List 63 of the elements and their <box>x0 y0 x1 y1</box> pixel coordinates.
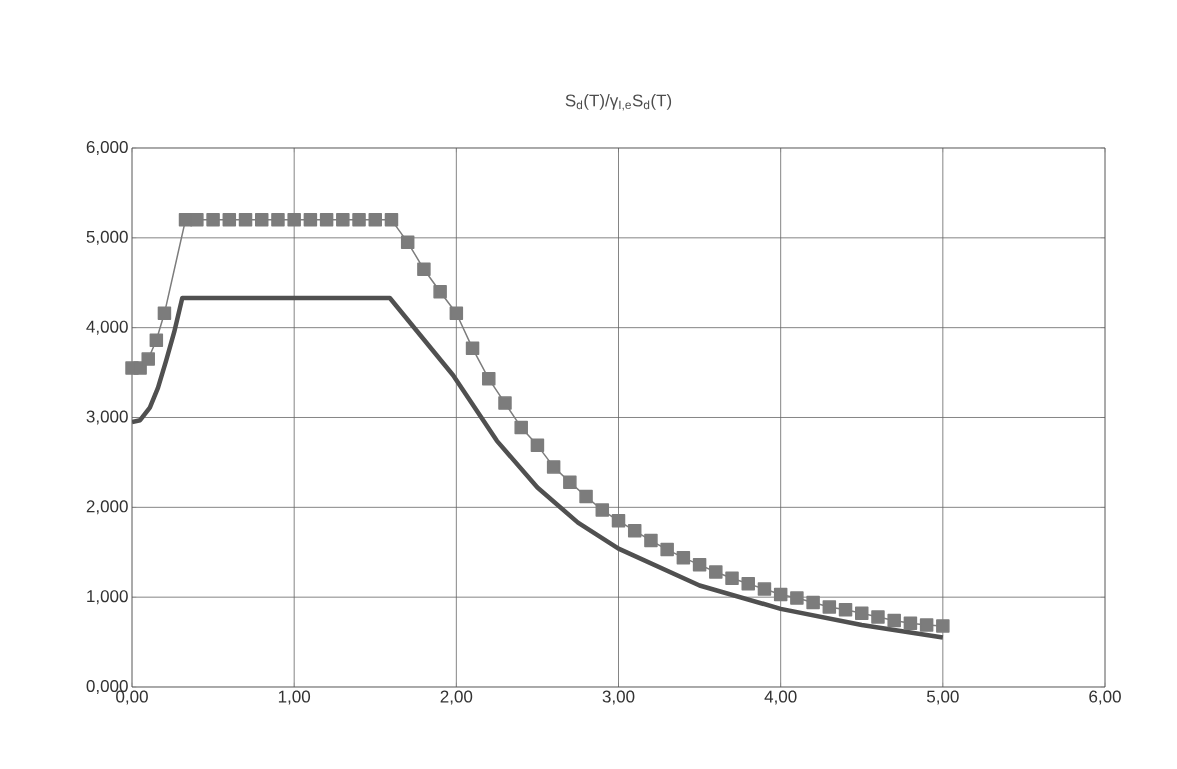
x-tick-label: 1,00 <box>278 690 311 705</box>
point <box>546 460 561 474</box>
point <box>579 489 593 504</box>
point <box>400 235 415 250</box>
point <box>206 213 220 227</box>
point <box>287 213 301 227</box>
x-tick-label: 5,00 <box>926 690 959 705</box>
point <box>336 213 350 227</box>
y-tick-label: 2,000 <box>86 500 128 515</box>
point <box>725 571 739 586</box>
point <box>254 213 269 227</box>
point <box>903 616 918 630</box>
point <box>368 213 382 227</box>
point <box>498 396 512 410</box>
point <box>433 284 447 299</box>
point <box>611 514 626 528</box>
point <box>822 600 837 614</box>
point <box>563 475 577 489</box>
point <box>352 213 366 227</box>
point <box>384 213 399 227</box>
point <box>319 213 334 227</box>
point <box>530 438 545 453</box>
point <box>141 352 155 366</box>
point <box>627 523 642 538</box>
x-tick-label: 4,00 <box>764 690 797 705</box>
point <box>676 550 691 565</box>
point <box>514 420 528 435</box>
point <box>482 372 496 386</box>
point <box>773 587 788 602</box>
y-tick-label: 1,000 <box>87 590 128 605</box>
y-tick-label: 5,000 <box>86 230 128 245</box>
point <box>595 503 610 517</box>
point <box>149 333 164 347</box>
point <box>692 558 707 572</box>
chart-title: S$_{d}$(T)/γ$_{I,e}$S$_{d}$(T) <box>565 94 672 111</box>
point <box>871 610 885 624</box>
y-tick-label: 3,000 <box>86 410 128 425</box>
point <box>757 582 772 596</box>
point <box>465 341 480 356</box>
point <box>449 306 464 321</box>
point <box>838 602 853 617</box>
point <box>157 306 172 321</box>
point <box>644 533 658 548</box>
x-tick-label: 3,00 <box>602 690 635 705</box>
point <box>660 542 674 557</box>
point <box>790 591 804 605</box>
point <box>190 213 204 227</box>
point <box>238 213 253 227</box>
point <box>936 619 950 633</box>
point <box>887 613 901 628</box>
point <box>919 618 934 632</box>
point <box>806 595 820 610</box>
x-tick-label: 2,00 <box>440 690 473 705</box>
y-tick-label: 6,000 <box>86 140 128 156</box>
point <box>303 213 318 227</box>
point <box>855 606 869 621</box>
x-tick-label: 6,00 <box>1089 690 1121 705</box>
y-tick-label: 4,000 <box>86 320 128 335</box>
point <box>222 213 237 227</box>
point <box>741 576 755 591</box>
point <box>271 213 285 227</box>
point <box>709 565 723 579</box>
point <box>417 262 431 277</box>
